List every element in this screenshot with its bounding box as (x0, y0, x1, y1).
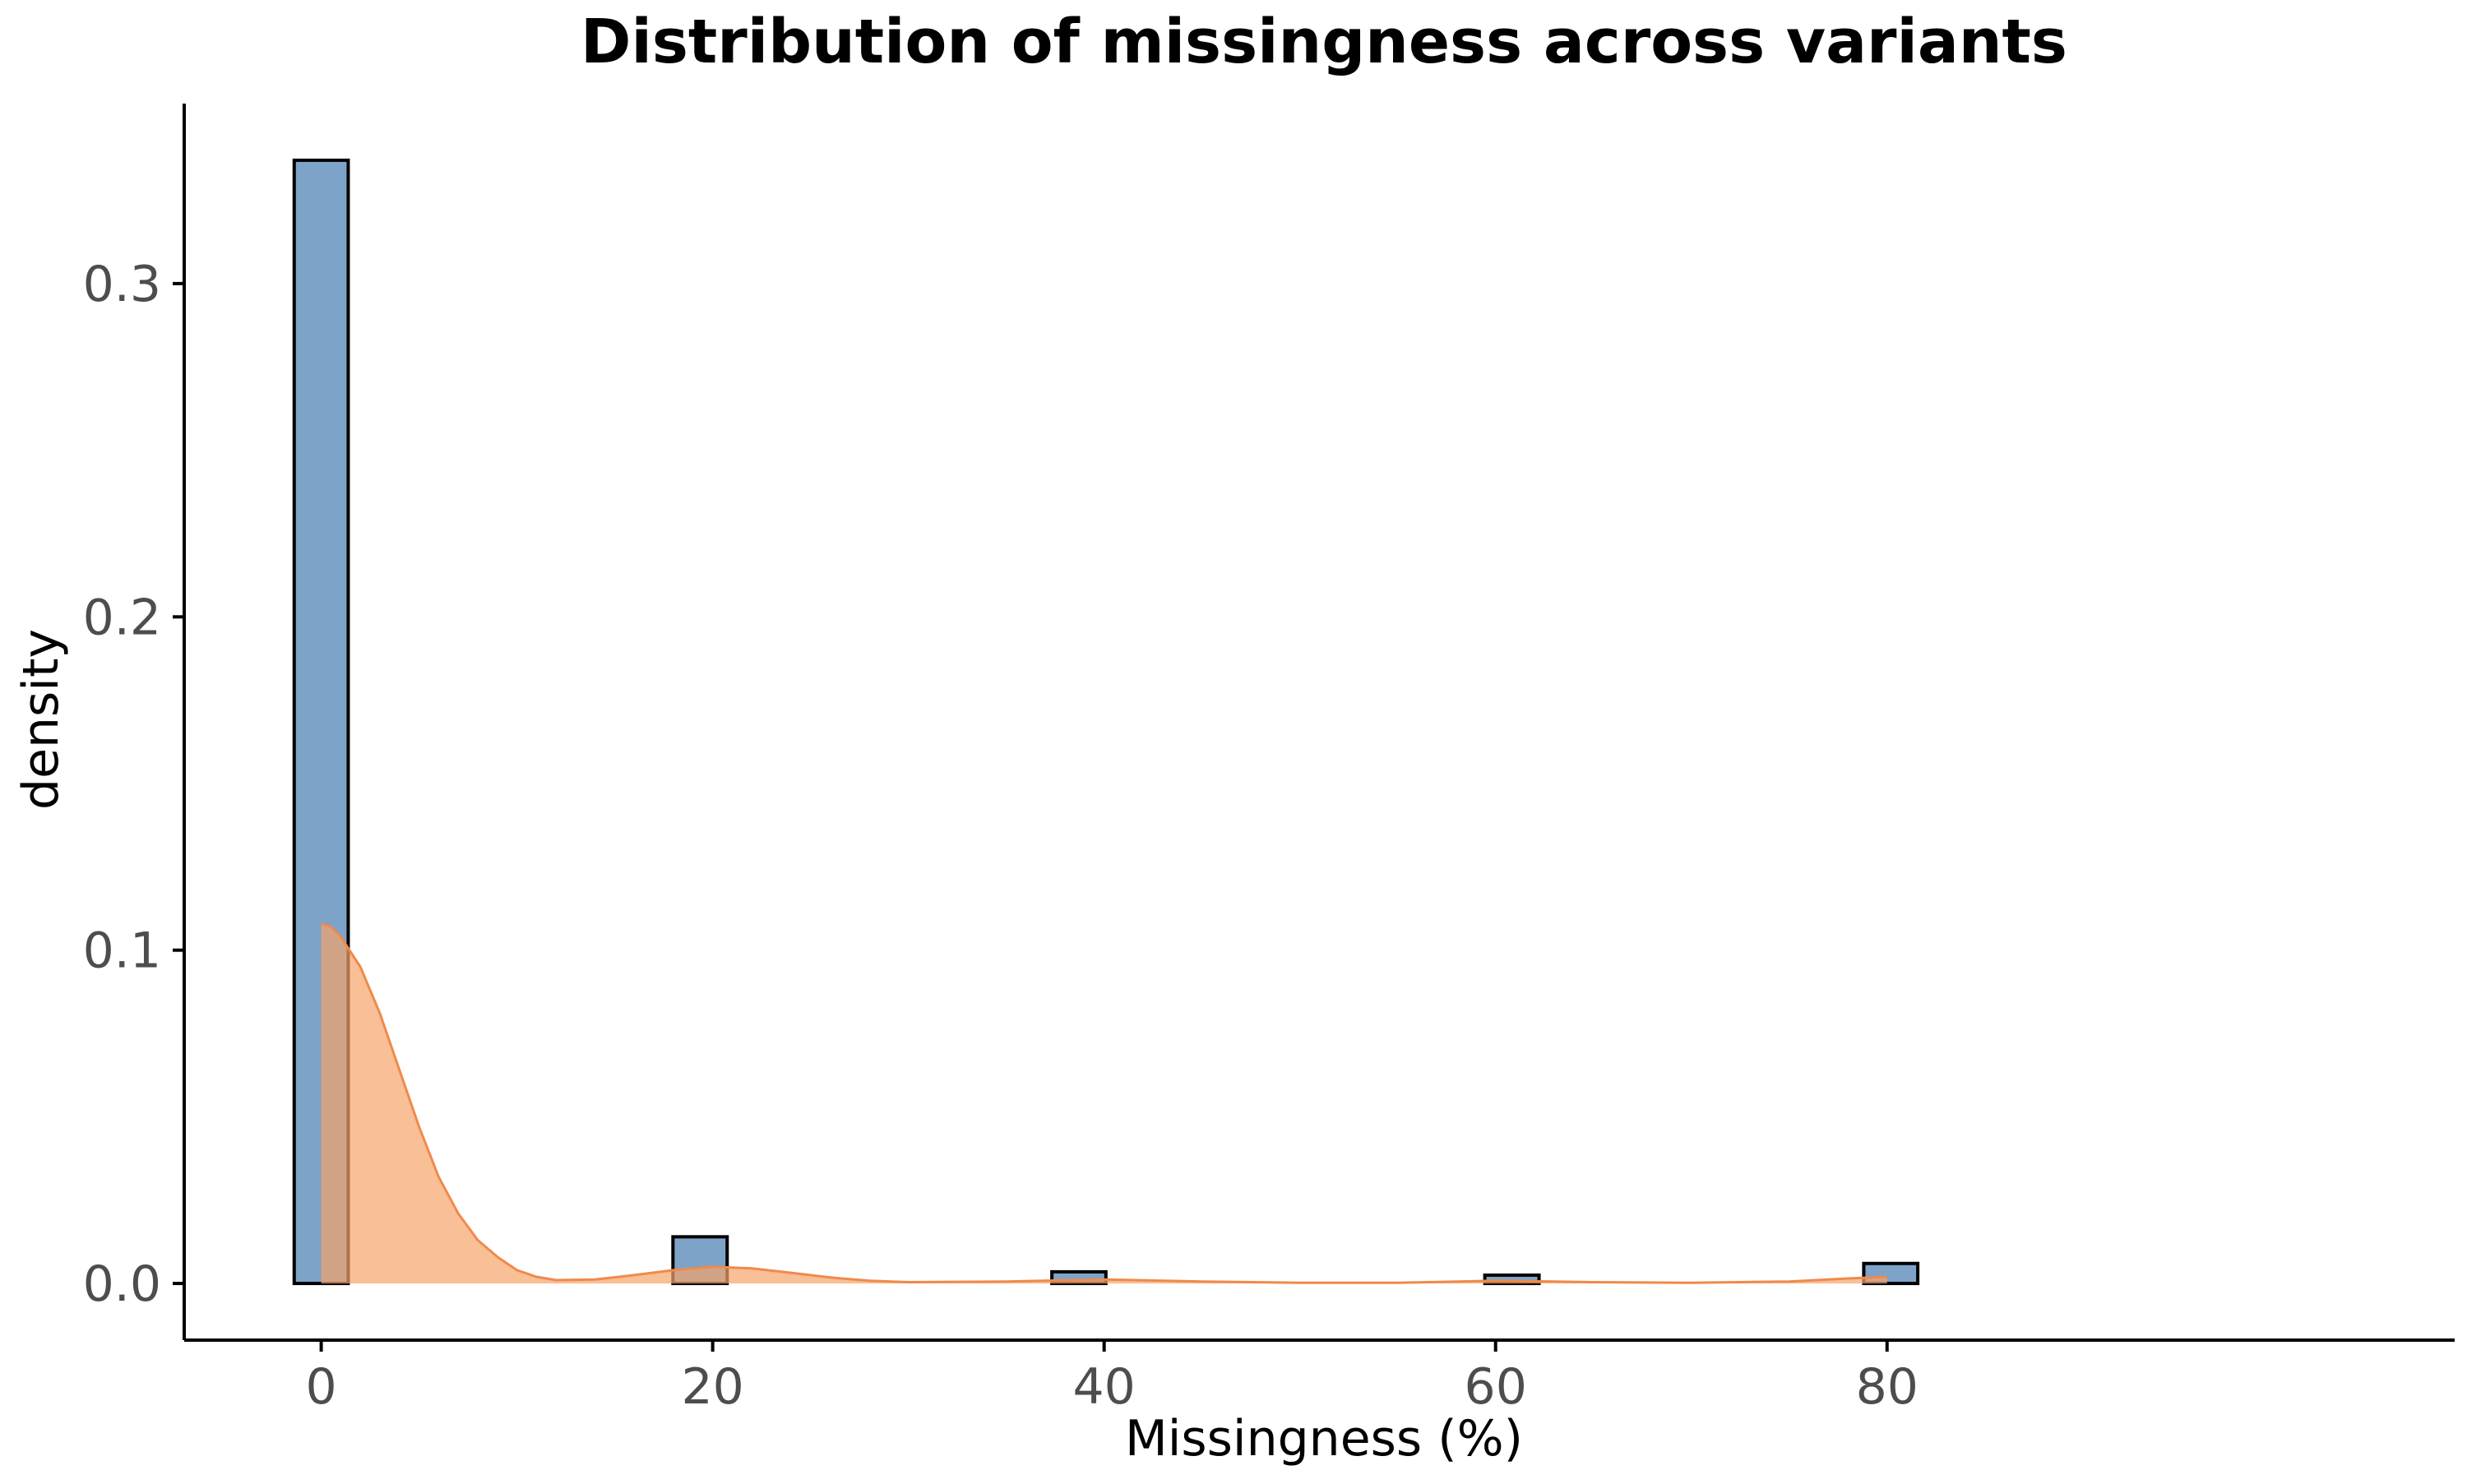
y-tick-label-0.3: 0.3 (83, 256, 161, 313)
x-tick-label-60: 60 (1465, 1358, 1527, 1416)
x-axis-label: Missingness (%) (1125, 1410, 1523, 1468)
x-tick-label-40: 40 (1073, 1358, 1136, 1416)
histogram-bar-4 (1862, 1261, 1920, 1286)
density-area (321, 923, 1887, 1284)
axes-layer: 0 20 40 60 80 0.0 0.1 0.2 0.3 (83, 104, 2455, 1416)
x-tick-label-0: 0 (306, 1358, 337, 1416)
x-tick-label-20: 20 (681, 1358, 743, 1416)
density-layer (321, 922, 1887, 1284)
bars-layer (292, 158, 1920, 1286)
y-tick-label-0.0: 0.0 (83, 1255, 161, 1313)
density-line (321, 922, 1887, 1284)
y-tick-label-0.1: 0.1 (83, 922, 161, 980)
y-tick-label-0.2: 0.2 (83, 589, 161, 646)
y-axis-label: density (12, 629, 70, 810)
x-tick-label-80: 80 (1856, 1358, 1919, 1416)
chart-title: Distribution of missingness across varia… (581, 7, 2067, 77)
